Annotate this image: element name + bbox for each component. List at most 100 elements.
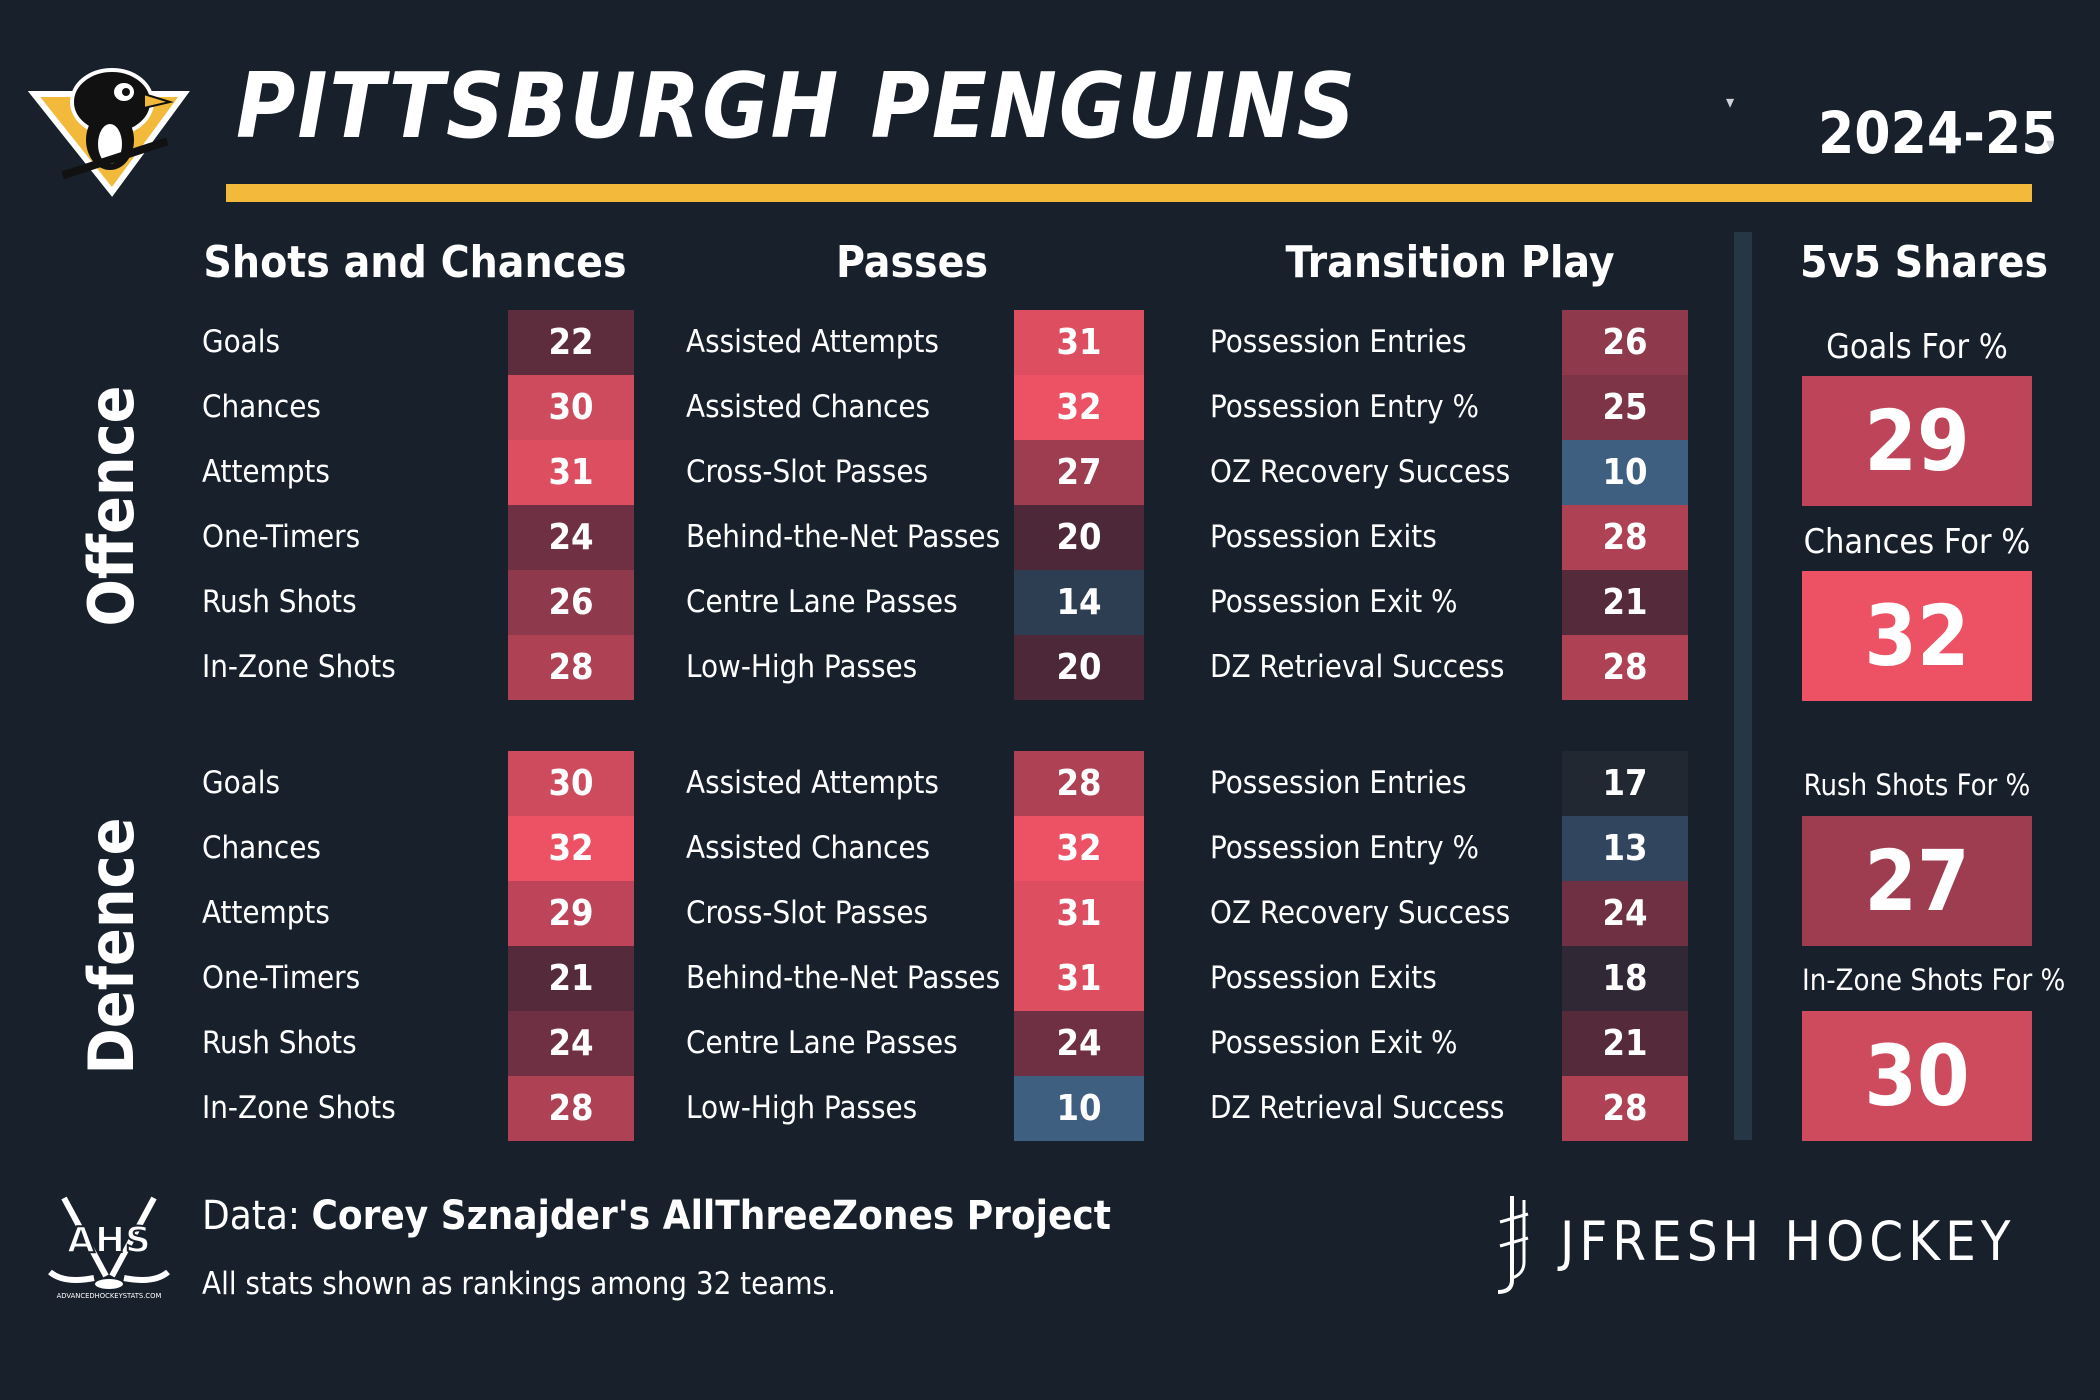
season-dropdown-caret-icon[interactable]: ▾: [2046, 134, 2055, 155]
share-label-chances: Chances For %: [1803, 522, 2031, 562]
share-label-rush-shots: Rush Shots For %: [1803, 768, 2031, 802]
offence-passes-label: Assisted Attempts: [686, 324, 939, 360]
defence-passes-label: Low-High Passes: [686, 1090, 918, 1126]
defence-shots-label: Goals: [202, 765, 281, 801]
defence-transition-label: OZ Recovery Success: [1210, 895, 1511, 931]
defence-passes-rank-cell: 32: [1014, 816, 1144, 881]
offence-transition-label: Possession Exits: [1210, 519, 1437, 555]
defence-passes-label: Assisted Chances: [686, 830, 931, 866]
offence-transition-rank-cell: 21: [1562, 570, 1688, 635]
defence-shots-rank-cell: 30: [508, 751, 634, 816]
section-header-transition: Transition Play: [1285, 237, 1615, 288]
share-label-goals: Goals For %: [1826, 327, 2008, 367]
defence-passes-label: Cross-Slot Passes: [686, 895, 929, 931]
defence-passes-rank-cell: 10: [1014, 1076, 1144, 1141]
column-divider: [1734, 232, 1752, 1140]
offence-passes-rank-cell: 14: [1014, 570, 1144, 635]
defence-transition-label: Possession Exits: [1210, 960, 1437, 996]
defence-transition-rank-cell: 13: [1562, 816, 1688, 881]
offence-transition-rank-cell: 25: [1562, 375, 1688, 440]
offence-passes-rank-cell: 27: [1014, 440, 1144, 505]
offence-passes-rank-cell: 20: [1014, 505, 1144, 570]
defence-passes-label: Assisted Attempts: [686, 765, 939, 801]
offence-passes-label: Centre Lane Passes: [686, 584, 958, 620]
offence-shots-rank-cell: 26: [508, 570, 634, 635]
offence-transition-rank-cell: 26: [1562, 310, 1688, 375]
offence-transition-label: DZ Retrieval Success: [1210, 649, 1505, 685]
offence-passes-label: Low-High Passes: [686, 649, 918, 685]
jfresh-hockey-brand: JFRESH HOCKEY: [1560, 1210, 2016, 1273]
season-selector[interactable]: 2024-25: [1818, 99, 2058, 167]
share-box-rush-shots: 27: [1802, 816, 2032, 946]
offence-shots-label: Goals: [202, 324, 281, 360]
defence-shots-label: In-Zone Shots: [202, 1090, 396, 1126]
offence-shots-rank-cell: 31: [508, 440, 634, 505]
defence-transition-rank-cell: 28: [1562, 1076, 1688, 1141]
defence-passes-label: Centre Lane Passes: [686, 1025, 958, 1061]
team-dropdown-caret-icon[interactable]: ▾: [1726, 92, 1735, 113]
defence-shots-label: Attempts: [202, 895, 330, 931]
header-underline: [226, 184, 2032, 202]
share-box-goals: 29: [1802, 376, 2032, 506]
offence-transition-rank-cell: 28: [1562, 635, 1688, 700]
offence-passes-label: Assisted Chances: [686, 389, 931, 425]
side-label-defence: Defence: [75, 817, 148, 1075]
ahs-text: AHS: [67, 1220, 151, 1261]
defence-shots-rank-cell: 28: [508, 1076, 634, 1141]
defence-passes-rank-cell: 28: [1014, 751, 1144, 816]
defence-transition-rank-cell: 18: [1562, 946, 1688, 1011]
defence-transition-label: Possession Entries: [1210, 765, 1467, 801]
offence-transition-label: Possession Entries: [1210, 324, 1467, 360]
section-header-shots: Shots and Chances: [203, 237, 627, 288]
offence-shots-label: One-Timers: [202, 519, 361, 555]
offence-transition-label: OZ Recovery Success: [1210, 454, 1511, 490]
section-header-shares: 5v5 Shares: [1800, 237, 2049, 288]
offence-shots-rank-cell: 28: [508, 635, 634, 700]
jfresh-hockey-stick-icon: [1497, 1196, 1529, 1294]
defence-transition-label: Possession Exit %: [1210, 1025, 1458, 1061]
defence-shots-rank-cell: 29: [508, 881, 634, 946]
ahs-url: ADVANCEDHOCKEYSTATS.COM: [57, 1292, 162, 1300]
data-source: Corey Sznajder's AllThreeZones Project: [311, 1193, 1111, 1239]
offence-transition-rank-cell: 10: [1562, 440, 1688, 505]
offence-passes-rank-cell: 32: [1014, 375, 1144, 440]
defence-transition-rank-cell: 21: [1562, 1011, 1688, 1076]
ranking-note: All stats shown as rankings among 32 tea…: [202, 1266, 836, 1302]
offence-transition-label: Possession Exit %: [1210, 584, 1458, 620]
data-source-line: Data: Corey Sznajder's AllThreeZones Pro…: [202, 1190, 1111, 1242]
share-label-in-zone-shots: In-Zone Shots For %: [1802, 963, 2066, 997]
side-label-offence: Offence: [75, 385, 148, 627]
defence-shots-label: Chances: [202, 830, 321, 866]
defence-transition-rank-cell: 24: [1562, 881, 1688, 946]
offence-shots-label: In-Zone Shots: [202, 649, 396, 685]
defence-transition-rank-cell: 17: [1562, 751, 1688, 816]
defence-transition-label: Possession Entry %: [1210, 830, 1479, 866]
ahs-logo: AHS ADVANCEDHOCKEYSTATS.COM: [48, 1196, 170, 1300]
offence-passes-label: Behind-the-Net Passes: [686, 519, 1001, 555]
defence-shots-label: One-Timers: [202, 960, 361, 996]
defence-shots-rank-cell: 32: [508, 816, 634, 881]
team-title: PITTSBURGH PENGUINS: [236, 54, 1358, 159]
defence-shots-label: Rush Shots: [202, 1025, 357, 1061]
data-prefix: Data:: [202, 1193, 312, 1239]
defence-passes-rank-cell: 31: [1014, 946, 1144, 1011]
share-box-in-zone-shots: 30: [1802, 1011, 2032, 1141]
defence-passes-label: Behind-the-Net Passes: [686, 960, 1001, 996]
defence-shots-rank-cell: 24: [508, 1011, 634, 1076]
offence-passes-rank-cell: 31: [1014, 310, 1144, 375]
defence-transition-label: DZ Retrieval Success: [1210, 1090, 1505, 1126]
offence-transition-rank-cell: 28: [1562, 505, 1688, 570]
offence-shots-rank-cell: 30: [508, 375, 634, 440]
offence-passes-label: Cross-Slot Passes: [686, 454, 929, 490]
offence-shots-rank-cell: 24: [508, 505, 634, 570]
offence-transition-label: Possession Entry %: [1210, 389, 1479, 425]
offence-passes-rank-cell: 20: [1014, 635, 1144, 700]
offence-shots-label: Attempts: [202, 454, 330, 490]
offence-shots-label: Rush Shots: [202, 584, 357, 620]
share-box-chances: 32: [1802, 571, 2032, 701]
offence-shots-rank-cell: 22: [508, 310, 634, 375]
offence-shots-label: Chances: [202, 389, 321, 425]
defence-passes-rank-cell: 24: [1014, 1011, 1144, 1076]
penguins-logo: [27, 68, 190, 197]
defence-shots-rank-cell: 21: [508, 946, 634, 1011]
